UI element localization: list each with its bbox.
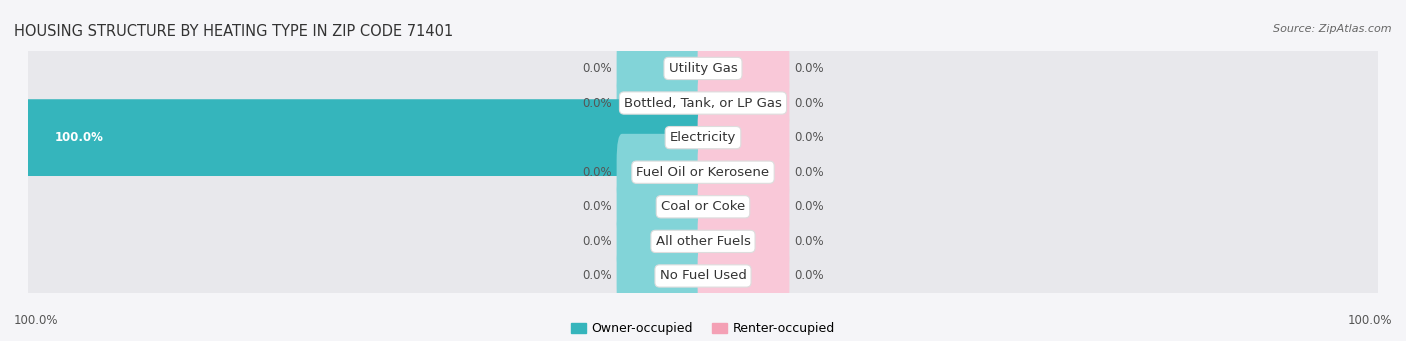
FancyBboxPatch shape [617,168,709,245]
Text: 0.0%: 0.0% [582,62,612,75]
FancyBboxPatch shape [697,238,789,314]
Text: 0.0%: 0.0% [582,200,612,213]
FancyBboxPatch shape [21,2,1385,135]
FancyBboxPatch shape [697,99,789,176]
FancyBboxPatch shape [697,134,789,211]
FancyBboxPatch shape [21,105,1385,239]
FancyBboxPatch shape [21,209,1385,341]
FancyBboxPatch shape [697,65,789,142]
Text: Utility Gas: Utility Gas [669,62,737,75]
FancyBboxPatch shape [617,203,709,280]
FancyBboxPatch shape [617,238,709,314]
Text: Source: ZipAtlas.com: Source: ZipAtlas.com [1274,24,1392,34]
FancyBboxPatch shape [617,30,709,107]
FancyBboxPatch shape [22,99,709,176]
Text: 100.0%: 100.0% [1347,314,1392,327]
FancyBboxPatch shape [697,168,789,245]
Text: 0.0%: 0.0% [794,131,824,144]
Text: Bottled, Tank, or LP Gas: Bottled, Tank, or LP Gas [624,97,782,109]
Legend: Owner-occupied, Renter-occupied: Owner-occupied, Renter-occupied [565,317,841,340]
Text: 0.0%: 0.0% [794,97,824,109]
Text: All other Fuels: All other Fuels [655,235,751,248]
Text: Coal or Coke: Coal or Coke [661,200,745,213]
FancyBboxPatch shape [697,30,789,107]
FancyBboxPatch shape [21,140,1385,273]
Text: 0.0%: 0.0% [794,62,824,75]
FancyBboxPatch shape [21,71,1385,204]
FancyBboxPatch shape [617,65,709,142]
Text: 100.0%: 100.0% [55,131,104,144]
Text: HOUSING STRUCTURE BY HEATING TYPE IN ZIP CODE 71401: HOUSING STRUCTURE BY HEATING TYPE IN ZIP… [14,24,453,39]
Text: 0.0%: 0.0% [582,269,612,282]
Text: 0.0%: 0.0% [794,200,824,213]
Text: 0.0%: 0.0% [794,269,824,282]
FancyBboxPatch shape [617,134,709,211]
Text: Fuel Oil or Kerosene: Fuel Oil or Kerosene [637,166,769,179]
Text: 100.0%: 100.0% [14,314,59,327]
FancyBboxPatch shape [697,203,789,280]
FancyBboxPatch shape [21,36,1385,170]
FancyBboxPatch shape [21,175,1385,308]
Text: 0.0%: 0.0% [582,166,612,179]
Text: 0.0%: 0.0% [794,166,824,179]
Text: Electricity: Electricity [669,131,737,144]
Text: 0.0%: 0.0% [582,235,612,248]
Text: No Fuel Used: No Fuel Used [659,269,747,282]
Text: 0.0%: 0.0% [582,97,612,109]
Text: 0.0%: 0.0% [794,235,824,248]
